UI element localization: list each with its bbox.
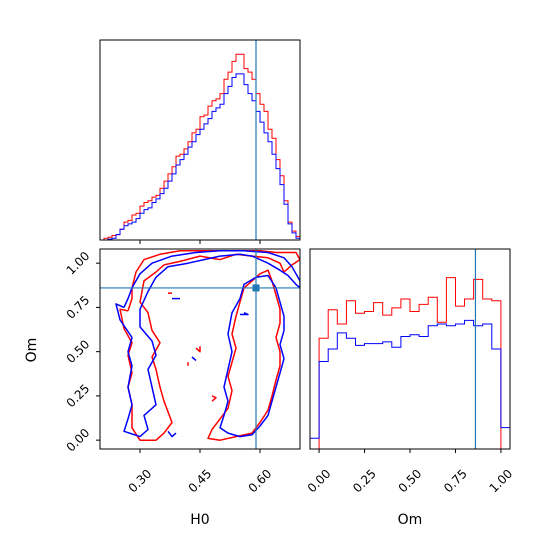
h0-histogram-frame [99,39,301,241]
contour-y-axis-label: Om [24,338,40,363]
contour-x-tick-label-1: 0.45 [186,467,215,496]
contour-red-5 [211,395,217,402]
om-histogram-series [309,277,511,450]
om-histogram-blue [309,319,511,449]
contour-red-2 [195,346,201,353]
om-histogram-panel: 0.00 0.25 0.50 0.75 1.00 Om [305,248,516,528]
contour-blue-1 [219,274,285,438]
om-x-tick-label-0: 0.00 [305,467,334,496]
om-histogram-red [310,277,510,450]
om-x-tick-label-3: 0.75 [441,467,470,496]
contour-x-ticks: 0.30 0.45 0.60 [126,449,275,496]
om-x-ticks: 0.00 0.25 0.50 0.75 1.00 [305,449,516,496]
contour-blue-4 [191,356,197,362]
contour-y-tick-label-1: 0.25 [64,382,93,411]
om-x-tick-label-1: 0.25 [350,467,379,496]
contour-blue-3 [240,312,249,316]
h0-histogram-panel [99,39,301,244]
contour-y-tick-label-2: 0.50 [64,337,93,366]
h0-histogram-blue [100,73,301,241]
contour-y-tick-label-4: 1.00 [64,249,93,278]
om-x-tick-label-4: 1.00 [487,467,516,496]
contour-blue-5 [167,430,177,438]
contour-x-tick-label-2: 0.60 [246,467,275,496]
contour-y-ticks: 0.00 0.25 0.50 0.75 1.00 [64,249,100,455]
contour-x-tick-label-0: 0.30 [126,467,155,496]
h0-histogram-ticks [139,240,261,244]
contour-series [115,250,300,441]
h0-histogram-red [100,53,301,241]
contour-y-tick-label-0: 0.00 [64,426,93,455]
h0-histogram-series [100,53,301,241]
contour-y-tick-label-3: 0.75 [64,293,93,322]
contour-panel: 0.30 0.45 0.60 0.00 0.25 0.50 0.75 1.00 H0 Om [24,248,301,528]
contour-blue-0 [115,250,300,438]
contour-red-1 [207,269,281,441]
om-x-tick-label-2: 0.50 [396,467,425,496]
truth-marker [252,284,260,292]
om-x-axis-label: Om [398,512,423,528]
contour-x-axis-label: H0 [190,512,209,528]
